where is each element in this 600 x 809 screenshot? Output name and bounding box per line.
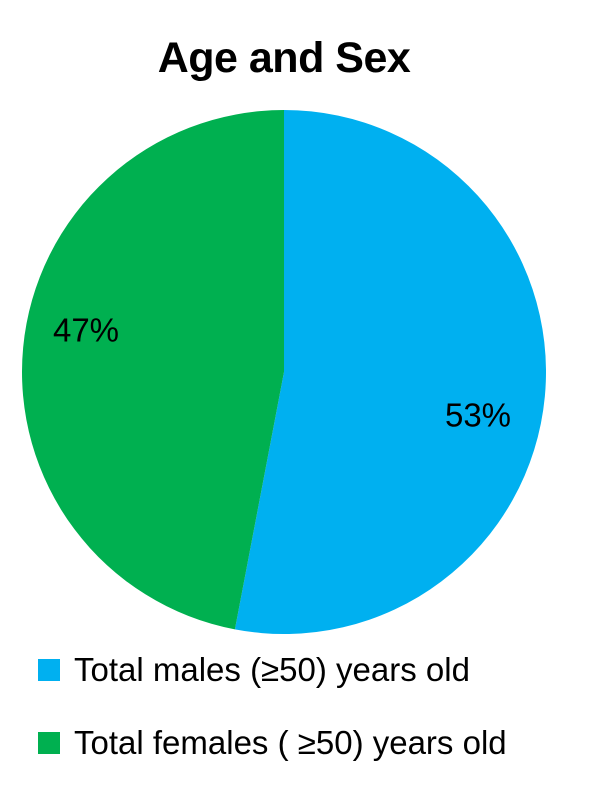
data-label-males: 53% xyxy=(445,397,511,434)
data-label-females: 47% xyxy=(53,312,119,349)
legend-item-males: Total males (≥50) years old xyxy=(38,651,507,688)
pie-slice-males xyxy=(234,110,546,634)
legend-swatch-females xyxy=(38,732,60,754)
pie-slice-females xyxy=(21,109,284,630)
chart-title: Age and Sex xyxy=(157,34,411,82)
legend-swatch-males xyxy=(38,659,60,681)
legend-item-females: Total females ( ≥50) years old xyxy=(38,724,507,761)
legend: Total males (≥50) years old Total female… xyxy=(38,651,507,798)
legend-label-males: Total males (≥50) years old xyxy=(74,651,470,688)
legend-label-females: Total females ( ≥50) years old xyxy=(74,724,507,761)
